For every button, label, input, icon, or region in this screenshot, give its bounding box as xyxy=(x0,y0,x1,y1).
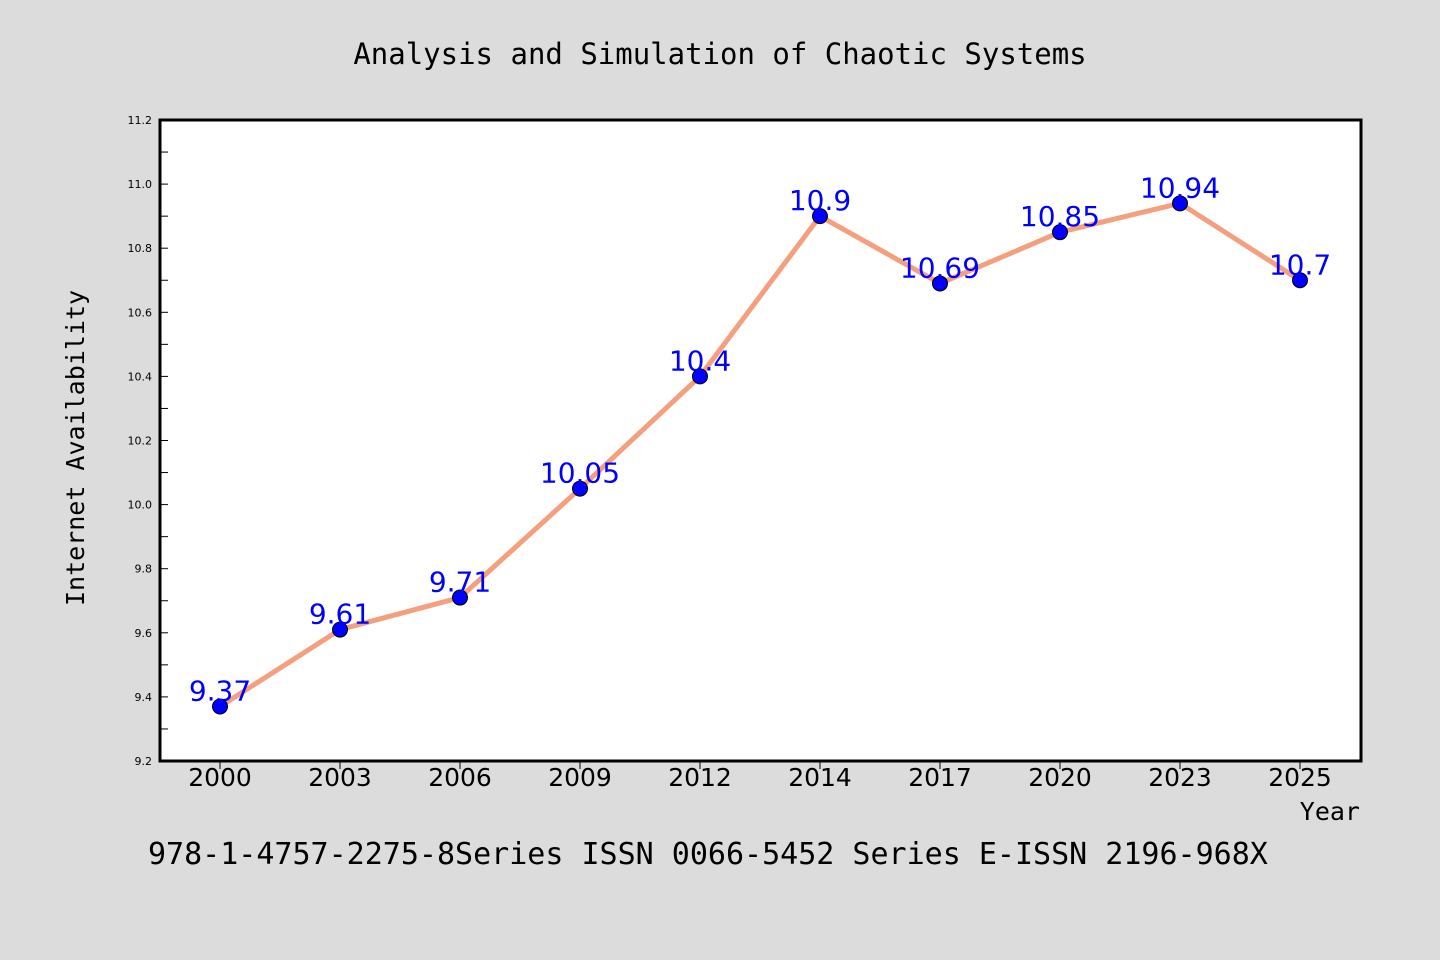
x-tick-label: 2014 xyxy=(788,763,852,792)
data-point xyxy=(932,275,948,292)
data-point xyxy=(1292,272,1308,289)
y-axis: 9.2 9.4 9.6 9.8 10.0 10.2 10.4 10.6 10.8 11.0 11.2 xyxy=(128,114,168,768)
footer-text: 978-1-4757-2275-8Series ISSN 0066-5452 S… xyxy=(148,837,1268,872)
data-label: 10.7 xyxy=(1269,248,1331,281)
y-tick-label: 10.0 xyxy=(128,499,153,512)
y-tick-label: 10.4 xyxy=(128,370,153,383)
data-point xyxy=(1172,195,1188,212)
x-tick-label: 2003 xyxy=(308,763,372,792)
data-label: 9.71 xyxy=(429,566,491,599)
data-markers xyxy=(212,195,1308,715)
data-label: 9.61 xyxy=(309,598,371,631)
data-point xyxy=(332,621,348,638)
x-tick-label: 2020 xyxy=(1028,763,1092,792)
x-tick-label: 2025 xyxy=(1268,763,1332,792)
series-line xyxy=(218,200,1302,709)
y-tick-label: 9.2 xyxy=(135,755,153,768)
x-tick-label: 2023 xyxy=(1148,763,1212,792)
y-tick-label: 10.6 xyxy=(128,306,153,319)
data-label: 10.69 xyxy=(900,251,980,284)
x-tick-label: 2012 xyxy=(668,763,732,792)
data-label: 10.85 xyxy=(1020,200,1100,233)
data-point xyxy=(572,480,588,497)
data-point xyxy=(692,368,708,385)
y-tick-label: 11.0 xyxy=(128,178,153,191)
y-tick-label: 10.2 xyxy=(128,435,153,448)
x-tick-label: 2000 xyxy=(188,763,252,792)
data-label: 9.37 xyxy=(189,675,251,708)
y-tick-label: 9.8 xyxy=(135,563,153,576)
data-label: 10.94 xyxy=(1140,171,1220,204)
y-tick-label: 10.8 xyxy=(128,242,153,255)
y-tick-label: 9.6 xyxy=(135,627,153,640)
data-label: 10.05 xyxy=(540,457,620,490)
data-point xyxy=(212,698,228,715)
chart-title: Analysis and Simulation of Chaotic Syste… xyxy=(353,37,1086,71)
data-point xyxy=(452,589,468,606)
data-label: 10.9 xyxy=(789,184,851,217)
x-tick-label: 2017 xyxy=(908,763,972,792)
data-label: 10.4 xyxy=(669,344,731,377)
x-axis: 2000 2003 2006 2009 2012 2014 2017 2020 2023 2025 xyxy=(188,761,1332,792)
y-axis-label: Internet Availability xyxy=(61,290,90,606)
data-point xyxy=(812,208,828,225)
y-tick-label: 11.2 xyxy=(128,114,153,127)
data-point xyxy=(1052,224,1068,241)
data-labels: 9.37 9.61 9.71 10.05 10.4 10.9 10.69 10.85 10.94… xyxy=(189,171,1331,707)
y-tick-label: 9.4 xyxy=(135,691,153,704)
x-tick-label: 2006 xyxy=(428,763,492,792)
x-axis-label: Year xyxy=(1300,797,1360,826)
plot-area xyxy=(158,118,1363,763)
x-tick-label: 2009 xyxy=(548,763,612,792)
